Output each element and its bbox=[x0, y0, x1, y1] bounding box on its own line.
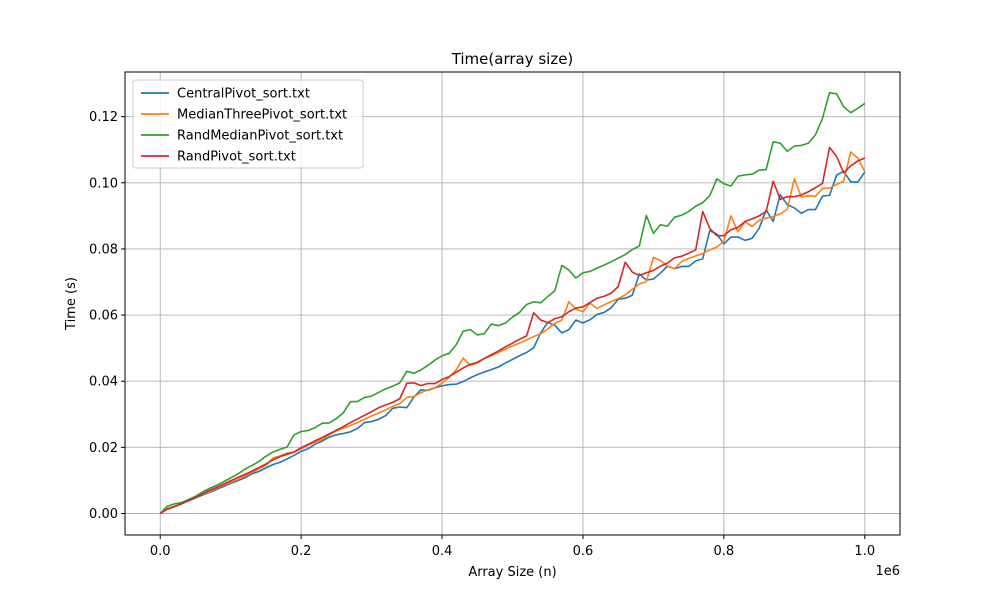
x-tick-label: 1.0 bbox=[854, 544, 875, 559]
legend-label-2: RandMedianPivot_sort.txt bbox=[177, 129, 343, 144]
y-axis-ticks: 0.00 0.02 0.04 0.06 0.08 0.10 0.12 bbox=[89, 110, 125, 522]
series-line-2 bbox=[159, 92, 866, 515]
y-tick-label: 0.04 bbox=[89, 375, 118, 390]
y-tick-label: 0.10 bbox=[89, 176, 118, 191]
y-tick-label: 0.06 bbox=[89, 309, 118, 324]
y-axis-title: Time (s) bbox=[64, 277, 79, 331]
legend: CentralPivot_sort.txt MedianThreePivot_so… bbox=[132, 79, 364, 169]
grid bbox=[125, 72, 900, 535]
y-tick-label: 0.08 bbox=[89, 242, 118, 257]
x-axis-title: Array Size (n) bbox=[468, 565, 556, 580]
series-line-1 bbox=[159, 151, 866, 515]
legend-label-3: RandPivot_sort.txt bbox=[177, 150, 296, 165]
x-tick-label: 0.2 bbox=[291, 544, 312, 559]
plot-frame bbox=[124, 71, 901, 536]
x-axis-ticks: 0.0 0.2 0.4 0.6 0.8 1.0 bbox=[150, 535, 875, 559]
series-lines bbox=[159, 92, 866, 515]
x-tick-label: 0.6 bbox=[573, 544, 594, 559]
x-axis-offset-label: 1e6 bbox=[875, 564, 900, 579]
y-tick-label: 0.02 bbox=[89, 441, 118, 456]
y-tick-label: 0.12 bbox=[89, 110, 118, 125]
x-tick-label: 0.0 bbox=[150, 544, 171, 559]
x-tick-label: 0.4 bbox=[432, 544, 453, 559]
series-line-3 bbox=[159, 146, 866, 515]
series-line-0 bbox=[159, 170, 866, 515]
x-tick-label: 0.8 bbox=[714, 544, 735, 559]
chart-title: Time(array size) bbox=[451, 50, 574, 68]
legend-label-1: MedianThreePivot_sort.txt bbox=[177, 108, 347, 123]
legend-label-0: CentralPivot_sort.txt bbox=[177, 87, 310, 102]
legend-box bbox=[132, 79, 364, 169]
y-tick-label: 0.00 bbox=[89, 507, 118, 522]
